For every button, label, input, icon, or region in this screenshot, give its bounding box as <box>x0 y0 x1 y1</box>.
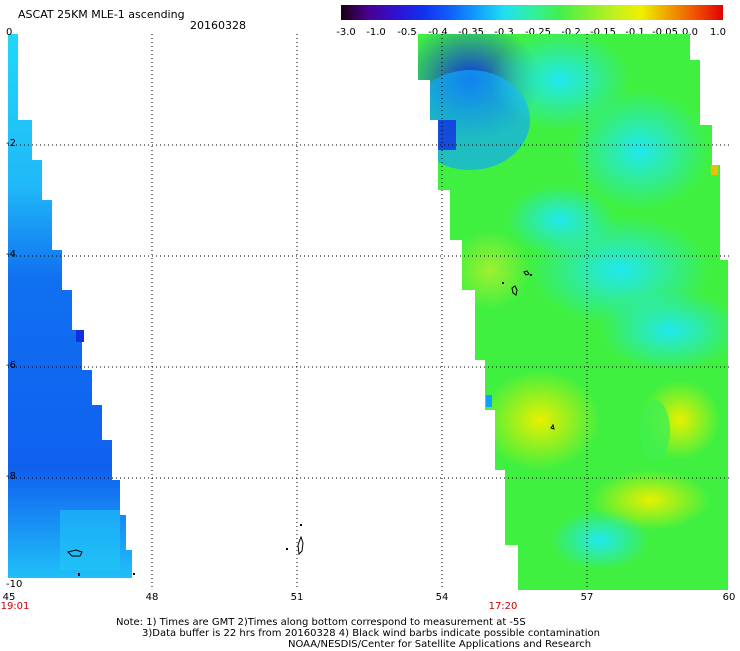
scale-label: -0.5 <box>397 27 417 38</box>
lat-label: -8 <box>6 471 16 482</box>
scale-label: -1.0 <box>366 27 386 38</box>
left-swath <box>8 34 132 578</box>
lon-label: 51 <box>290 592 304 603</box>
scale-label: 1.0 <box>710 27 726 38</box>
lat-label: -10 <box>6 579 23 590</box>
island-dots <box>78 274 532 576</box>
lon-label: 57 <box>580 592 594 603</box>
scale-label: -0.15 <box>590 27 616 38</box>
lat-label: -6 <box>6 360 16 371</box>
note-line-1: Note: 1) Times are GMT 2)Times along bot… <box>116 617 526 628</box>
pass-time-right: 17:20 <box>488 601 518 612</box>
lat-label: -2 <box>6 138 16 149</box>
color-scale-bar <box>341 5 723 20</box>
note-line-2: 3)Data buffer is 22 hrs from 20160328 4)… <box>142 628 600 639</box>
lon-label: 48 <box>145 592 159 603</box>
scale-label: -0.1 <box>625 27 645 38</box>
scale-label: 0.0 <box>682 27 698 38</box>
scale-label: -0.3 <box>494 27 514 38</box>
pass-time-left: 19:01 <box>0 601 30 612</box>
scale-label: -0.25 <box>525 27 551 38</box>
scale-label: -0.2 <box>561 27 581 38</box>
scale-label: -0.35 <box>458 27 484 38</box>
right-swath <box>418 34 728 590</box>
lon-label: 45 <box>2 592 16 603</box>
note-line-3: NOAA/NESDIS/Center for Satellite Applica… <box>288 639 592 650</box>
lon-label: 54 <box>435 592 449 603</box>
coastlines <box>67 270 555 557</box>
scale-label: -0.4 <box>428 27 448 38</box>
product-date: 20160328 <box>190 19 246 32</box>
graticule <box>8 34 730 590</box>
scale-label: -3.0 <box>336 27 356 38</box>
lat-label: 0 <box>6 27 13 38</box>
product-title: ASCAT 25KM MLE-1 ascending <box>18 8 185 21</box>
color-scale-gradient <box>341 5 723 20</box>
scale-label: -0.05 <box>652 27 678 38</box>
lat-label: -4 <box>6 249 16 260</box>
lon-label: 60 <box>722 592 736 603</box>
